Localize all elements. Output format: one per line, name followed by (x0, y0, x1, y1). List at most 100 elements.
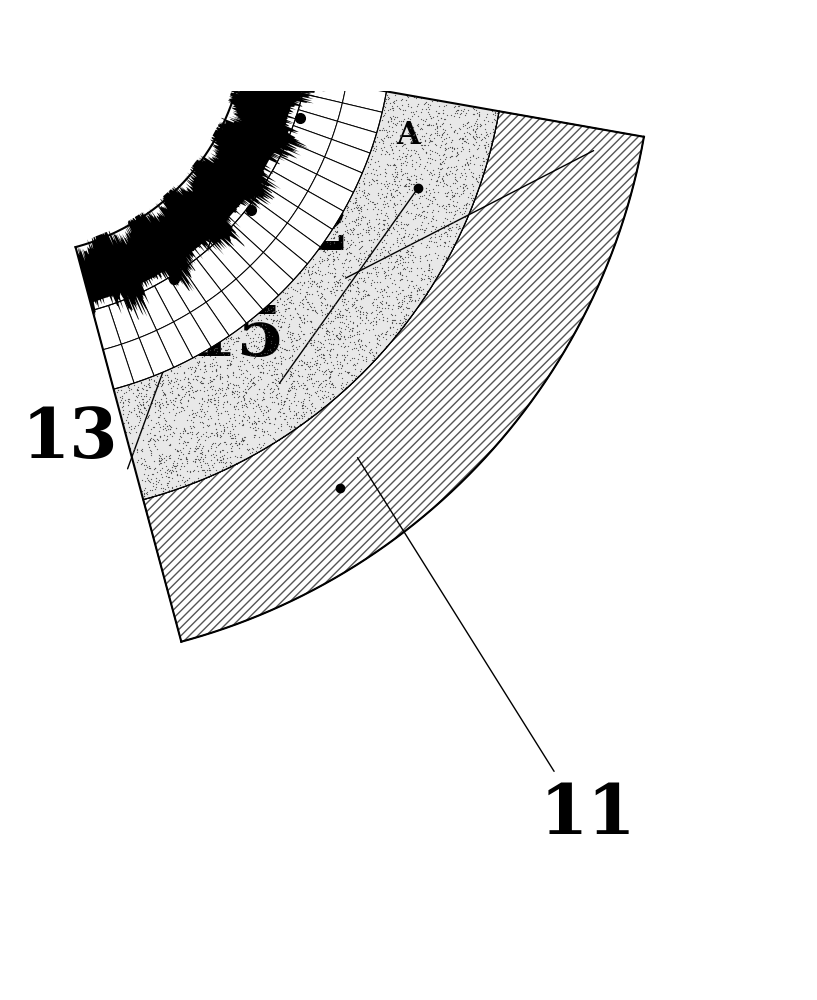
Point (446, 188, 459, 204)
Point (337, 294, 350, 310)
Point (469, 126, 482, 142)
Point (369, 316, 382, 332)
Point (442, 233, 455, 249)
Polygon shape (293, 110, 337, 139)
Point (163, 392, 176, 408)
Point (459, 200, 472, 216)
Point (147, 436, 160, 452)
Point (171, 457, 184, 473)
Point (184, 440, 197, 456)
Point (431, 177, 444, 193)
Point (397, 310, 410, 326)
Point (426, 218, 439, 234)
Point (479, 116, 492, 132)
Point (389, 315, 402, 331)
Point (194, 445, 208, 461)
Point (236, 436, 249, 452)
Point (388, 164, 401, 180)
Point (386, 284, 399, 300)
Point (239, 384, 252, 400)
Point (267, 366, 280, 382)
Point (484, 133, 498, 149)
Point (199, 455, 212, 471)
Point (449, 103, 462, 119)
Point (185, 424, 198, 440)
Point (429, 212, 442, 228)
Point (252, 372, 265, 388)
Point (146, 488, 159, 504)
Point (303, 358, 316, 374)
Point (391, 291, 404, 307)
Point (405, 131, 418, 147)
Point (388, 276, 401, 292)
Point (400, 140, 413, 156)
Point (356, 325, 369, 341)
Point (315, 399, 328, 415)
Point (446, 132, 459, 148)
Point (301, 356, 314, 372)
Point (392, 315, 405, 331)
Point (402, 175, 415, 191)
Point (277, 293, 290, 309)
Point (258, 345, 271, 361)
Point (292, 297, 306, 313)
Point (395, 155, 408, 171)
Point (300, 404, 313, 420)
Point (444, 239, 458, 255)
Point (308, 321, 321, 337)
Point (289, 381, 302, 397)
Point (169, 458, 182, 474)
Point (231, 333, 244, 349)
Point (479, 151, 492, 167)
Point (393, 184, 406, 200)
Point (394, 161, 407, 177)
Point (297, 400, 310, 416)
Point (333, 212, 346, 228)
Point (353, 182, 366, 198)
Point (314, 263, 327, 279)
Point (364, 305, 377, 321)
Point (233, 379, 246, 395)
Point (431, 173, 444, 189)
Point (266, 374, 279, 390)
Point (294, 281, 307, 297)
Point (350, 192, 363, 208)
Point (467, 128, 480, 144)
Point (386, 312, 399, 328)
Point (373, 122, 386, 138)
Point (419, 184, 432, 200)
Point (237, 403, 250, 419)
Point (294, 417, 307, 433)
Point (196, 462, 209, 478)
Point (345, 245, 358, 261)
Point (297, 265, 310, 281)
Point (116, 398, 129, 414)
Point (322, 384, 335, 400)
Point (278, 393, 291, 409)
Point (253, 364, 266, 380)
Point (337, 335, 350, 351)
Point (374, 175, 387, 191)
Point (309, 353, 322, 369)
Polygon shape (77, 66, 326, 320)
Point (350, 340, 363, 356)
Point (228, 398, 241, 414)
Point (215, 341, 228, 357)
Point (338, 380, 351, 396)
Point (406, 238, 419, 254)
Point (239, 362, 252, 378)
Point (163, 437, 176, 453)
Point (218, 385, 231, 401)
Point (194, 451, 207, 467)
Point (174, 458, 187, 474)
Point (337, 288, 350, 304)
Point (390, 168, 403, 184)
Point (231, 401, 244, 417)
Point (412, 231, 425, 247)
Point (134, 397, 147, 413)
Point (283, 300, 296, 316)
Point (475, 131, 489, 147)
Point (399, 222, 412, 238)
Point (353, 338, 366, 354)
Point (455, 131, 468, 147)
